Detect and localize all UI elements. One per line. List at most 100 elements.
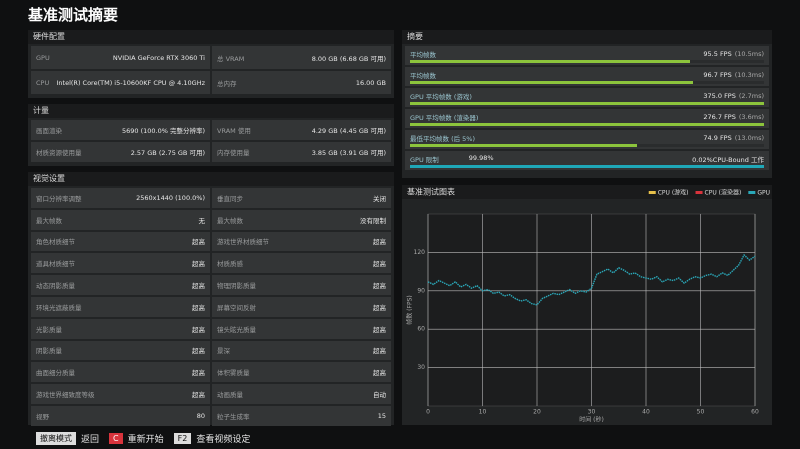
setting-value: 15 [377, 411, 386, 420]
setting-cell: 游戏世界材质细节 超高 [212, 231, 391, 252]
setting-label: 光影质量 [36, 325, 62, 334]
settings-row: 阴影质量 超高 景深 超高 [31, 340, 391, 361]
setting-cell: 环境光遮蔽质量 超高 [31, 296, 210, 317]
setting-cell: 材质资源使用量 2.57 GB (2.75 GB 可用) [31, 142, 210, 162]
bar-track [410, 165, 764, 168]
summary-detail: (3.6ms) [738, 112, 764, 121]
setting-cell: 视野 80 [31, 405, 210, 426]
setting-cell: CPU Intel(R) Core(TM) i5-10600KF CPU @ 4.… [31, 71, 210, 94]
chart-title: 基准测试图表 [407, 187, 455, 197]
setting-label: 总内存 [217, 79, 237, 88]
summary-row: GPU 限制 99.98% 0.02%CPU-Bound 工作 [405, 151, 769, 170]
bar-track [410, 144, 764, 147]
summary-right: 0.02%CPU-Bound 工作 [692, 154, 764, 164]
setting-cell: 粒子生成率 15 [212, 405, 391, 426]
setting-label: 游戏世界材质细节 [217, 238, 269, 247]
summary-value: 276.7 FPS [703, 112, 736, 121]
footer-button[interactable]: 撤离模式 返回 [36, 432, 99, 445]
setting-cell: 画面渲染 5690 (100.0% 完整分辨率) [31, 120, 210, 140]
summary-detail: (2.7ms) [738, 91, 764, 100]
setting-cell: 物理阴影质量 超高 [212, 275, 391, 295]
setting-label: GPU [36, 53, 50, 62]
setting-value: 超高 [373, 260, 386, 269]
setting-label: CPU [36, 78, 50, 87]
panel-title: 视觉设置 [33, 174, 65, 183]
setting-cell: 内存使用量 3.85 GB (3.91 GB 可用) [212, 142, 391, 162]
setting-value: 8.00 GB (6.68 GB 可用) [311, 54, 386, 63]
setting-cell: 游戏世界细致度等级 超高 [31, 384, 210, 404]
legend-swatch [695, 191, 703, 194]
summary-row: 最低平均帧数 (后 5%) 74.9 FPS (13.0ms) [405, 130, 769, 149]
setting-value: 80 [196, 411, 205, 420]
bar-track [410, 102, 764, 105]
setting-label: 材质质感 [217, 260, 243, 269]
panel: 视觉设置 窗口分辨率调整 2560x1440 (100.0%) 垂直同步 关闭 最大帧数 无… [28, 172, 394, 426]
summary-left: GPU 限制 99.98% [410, 154, 494, 164]
summary-row: 平均帧数 95.5 FPS (10.5ms) [405, 46, 769, 65]
setting-label: 画面渲染 [36, 127, 62, 135]
legend-label: CPU (游戏) [658, 189, 689, 197]
settings-row: 动态阴影质量 超高 物理阴影质量 超高 [31, 275, 391, 295]
summary-right: 74.9 FPS (13.0ms) [703, 134, 764, 142]
bar-track [410, 60, 764, 63]
setting-label: 环境光遮蔽质量 [36, 303, 82, 312]
setting-value: 超高 [192, 325, 205, 334]
summary-left: 最低平均帧数 (后 5%) [410, 133, 475, 143]
settings-row: 窗口分辨率调整 2560x1440 (100.0%) 垂直同步 关闭 [31, 188, 391, 208]
x-tick-label: 10 [479, 409, 487, 416]
summary-value: 95.5 FPS [703, 49, 732, 58]
setting-label: 最大帧数 [36, 216, 62, 225]
button-label: 返回 [81, 435, 100, 445]
settings-row: CPU Intel(R) Core(TM) i5-10600KF CPU @ 4.… [31, 71, 391, 94]
panel-header: 视觉设置 [28, 172, 394, 186]
summary-right: 276.7 FPS (3.6ms) [703, 113, 764, 121]
summary-right-text: 0.02%CPU-Bound 工作 [692, 155, 764, 164]
bar-fill [410, 60, 690, 63]
setting-value: 超高 [192, 369, 205, 378]
setting-label: 物理阴影质量 [217, 282, 256, 291]
panel-header: 摘要 [402, 30, 772, 44]
setting-value: Intel(R) Core(TM) i5-10600KF CPU @ 4.10G… [56, 78, 206, 87]
summary-value: 375.0 FPS [703, 91, 736, 100]
summary-line: GPU 平均帧数 (渲染器) 276.7 FPS (3.6ms) [410, 111, 764, 122]
setting-cell: 动态阴影质量 超高 [31, 275, 210, 295]
x-tick-label: 30 [588, 409, 596, 416]
summary-line: 平均帧数 95.5 FPS (10.5ms) [410, 48, 764, 59]
settings-row: 道具材质细节 超高 材质质感 超高 [31, 253, 391, 274]
summary-right: 375.0 FPS (2.7ms) [703, 92, 764, 100]
bar-fill [410, 81, 694, 84]
setting-cell: 角色材质细节 超高 [31, 231, 210, 252]
key-hint: F2 [173, 433, 192, 444]
button-label: 重新开始 [127, 435, 164, 445]
summary-label: 平均帧数 [410, 50, 436, 59]
summary-row: GPU 平均帧数 (渲染器) 276.7 FPS (3.6ms) [405, 109, 769, 128]
summary-value: 96.7 FPS [703, 70, 732, 79]
page-title: 基准测试摘要 [28, 6, 119, 24]
summary-detail: (10.5ms) [734, 49, 764, 58]
footer-button[interactable]: F2 查看视频设定 [173, 432, 250, 445]
y-tick-label: 90 [417, 287, 425, 294]
panel: 计量 画面渲染 5690 (100.0% 完整分辨率) VRAM 使用 4.29 GB … [28, 104, 394, 166]
setting-cell: 阴影质量 超高 [31, 340, 210, 361]
summary-row: GPU 平均帧数 (游戏) 375.0 FPS (2.7ms) [405, 88, 769, 107]
setting-label: 角色材质细节 [36, 238, 75, 247]
bar-fill [410, 144, 637, 147]
footer-button[interactable]: C 重新开始 [109, 432, 164, 445]
settings-row: 环境光遮蔽质量 超高 屏幕空间反射 超高 [31, 296, 391, 317]
settings-row: 材质资源使用量 2.57 GB (2.75 GB 可用) 内存使用量 3.85 GB … [31, 142, 391, 162]
setting-value: 超高 [373, 282, 386, 291]
setting-label: 阴影质量 [36, 347, 62, 356]
footer: 撤离模式 返回 C 重新开始 F2 查看视频设定 [36, 432, 250, 445]
bar-track [410, 123, 764, 126]
settings-row: 游戏世界细致度等级 超高 动画质量 自动 [31, 384, 391, 404]
setting-value: 超高 [192, 391, 205, 400]
setting-value: 自动 [373, 391, 386, 400]
setting-label: 最大帧数 [217, 216, 243, 225]
settings-row: 视野 80 粒子生成率 15 [31, 405, 391, 426]
panel-header: 计量 [28, 104, 394, 118]
setting-cell: 动画质量 自动 [212, 384, 391, 404]
setting-cell: 道具材质细节 超高 [31, 253, 210, 274]
setting-label: 材质资源使用量 [36, 149, 82, 157]
setting-label: 镜头眩光质量 [217, 325, 256, 334]
